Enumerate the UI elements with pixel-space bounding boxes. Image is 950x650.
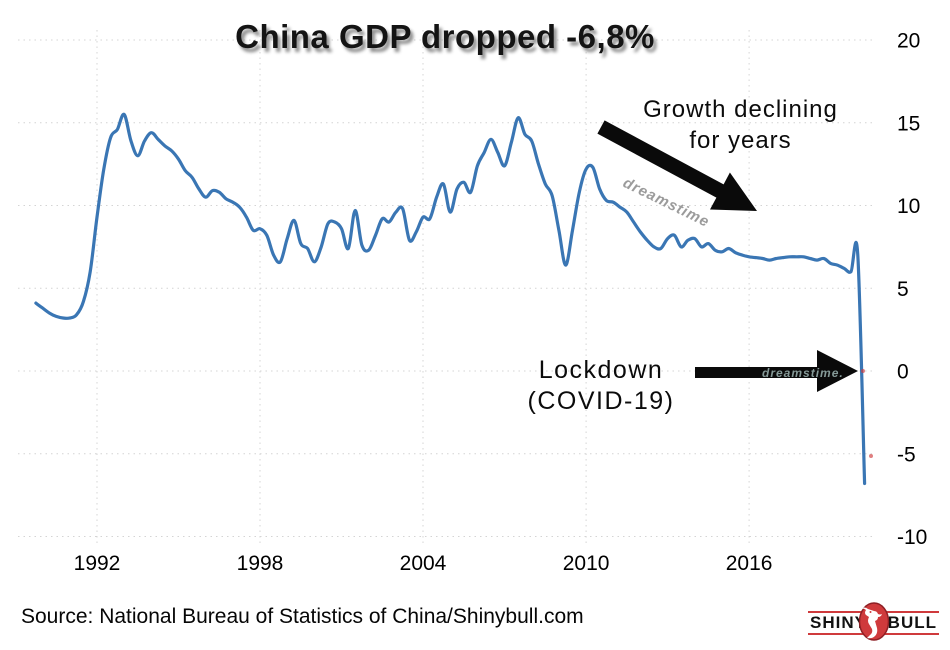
bull-badge-icon xyxy=(858,602,890,641)
lockdown-arrow-icon xyxy=(695,350,858,392)
x-axis-tick-label: 1998 xyxy=(237,552,284,575)
source-attribution: Source: National Bureau of Statistics of… xyxy=(21,605,584,628)
y-axis-tick-label: -5 xyxy=(897,443,916,466)
annotation-growth-declining: Growth declining for years xyxy=(618,94,863,156)
annotation-lockdown-covid: Lockdown (COVID-19) xyxy=(495,355,707,417)
y-axis-tick-label: 0 xyxy=(897,361,909,384)
annotation-growth-declining-line1: Growth declining xyxy=(643,96,838,123)
gdp-growth-line xyxy=(34,112,867,486)
logo-word-shiny: SHINY xyxy=(808,613,869,633)
watermark-dot xyxy=(869,454,873,458)
x-axis-tick-label: 2016 xyxy=(726,552,773,575)
x-axis-tick-label: 2004 xyxy=(400,552,447,575)
annotation-lockdown-line1: Lockdown xyxy=(538,356,664,384)
declining-trend-arrow-icon xyxy=(597,120,757,211)
chart-title: China GDP dropped -6,8% xyxy=(235,18,655,55)
y-axis-tick-label: 20 xyxy=(897,30,920,53)
y-axis-tick-label: -10 xyxy=(897,526,927,549)
annotation-growth-declining-line2: for years xyxy=(689,127,792,154)
axis-tick-labels-layer: 20 15 10 5 0 -5 -10 1992 1998 2004 2010 2016 xyxy=(74,30,928,576)
annotation-lockdown-line2: (COVID-19) xyxy=(527,387,675,415)
y-axis-tick-label: 10 xyxy=(897,195,920,218)
watermark-text-lockdown-arrow: dreamstime. xyxy=(762,366,844,380)
y-axis-tick-label: 5 xyxy=(897,278,909,301)
x-axis-tick-label: 2010 xyxy=(563,552,610,575)
shinybull-logo: SHINY BULL xyxy=(808,602,939,641)
y-axis-tick-label: 15 xyxy=(897,112,920,135)
gdp-line-layer xyxy=(34,112,867,486)
logo-word-bull: BULL xyxy=(885,613,939,633)
x-axis-tick-label: 1992 xyxy=(74,552,121,575)
gridlines-layer xyxy=(18,30,876,545)
watermark-dot xyxy=(861,369,865,373)
